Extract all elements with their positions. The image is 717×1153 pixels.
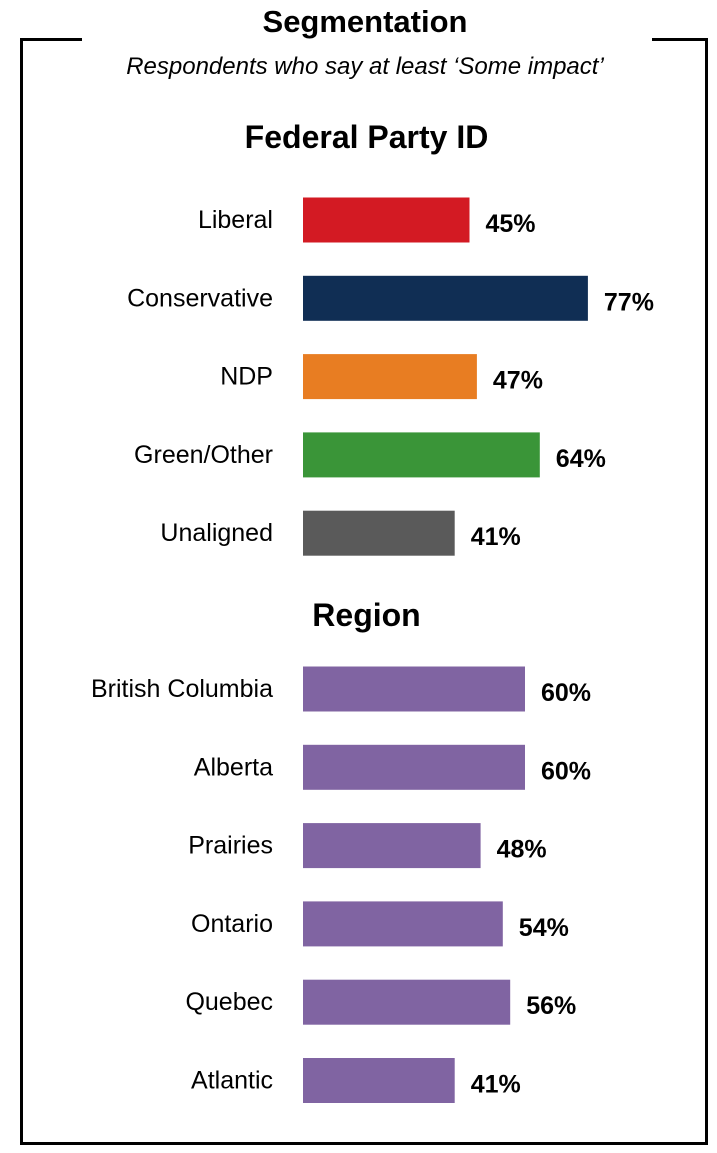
region-category-label-2: Prairies: [188, 832, 273, 860]
region-category-label-0: British Columbia: [91, 675, 273, 703]
region-bar-0: [303, 666, 525, 712]
party-category-label-3: Green/Other: [134, 441, 273, 469]
region-value-label-0: 60%: [541, 679, 591, 707]
party-value-label-3: 64%: [556, 445, 606, 473]
party-bar-2: [303, 354, 477, 400]
page-title: Segmentation: [262, 4, 468, 39]
party-bar-1: [303, 275, 588, 321]
frame-border-top-right: [652, 38, 708, 41]
region-value-label-3: 54%: [519, 914, 569, 942]
region-value-label-5: 41%: [471, 1071, 521, 1099]
region-category-label-5: Atlantic: [191, 1067, 273, 1095]
region-bar-4: [303, 979, 511, 1025]
region-value-label-1: 60%: [541, 757, 591, 785]
party-bar-0: [303, 197, 470, 243]
party-value-label-2: 47%: [493, 367, 543, 395]
frame-border-bottom: [20, 1142, 708, 1145]
page-subtitle: Respondents who say at least ‘Some impac…: [126, 53, 604, 80]
party-bar-4: [303, 510, 455, 556]
party-value-label-4: 41%: [471, 523, 521, 551]
party-bar-chart: Liberal 45% Conservative 77% NDP 47% Green/Oth…: [127, 197, 654, 556]
region-category-label-4: Quebec: [185, 988, 273, 1016]
frame-border-top-left: [20, 38, 82, 41]
party-category-label-4: Unaligned: [160, 519, 273, 547]
party-value-label-1: 77%: [604, 288, 654, 316]
region-value-label-2: 48%: [497, 836, 547, 864]
frame-border-right: [705, 38, 708, 1145]
party-category-label-2: NDP: [220, 363, 273, 391]
region-bar-chart: British Columbia 60% Alberta 60% Prairies 48%…: [91, 666, 591, 1103]
section-title-party: Federal Party ID: [244, 119, 489, 155]
party-bar-3: [303, 432, 540, 478]
region-bar-5: [303, 1058, 455, 1103]
section-title-region: Region: [312, 597, 421, 633]
region-bar-1: [303, 744, 525, 790]
region-category-label-3: Ontario: [191, 910, 273, 938]
region-bar-2: [303, 823, 481, 869]
region-category-label-1: Alberta: [194, 753, 273, 781]
frame-border-left: [20, 38, 23, 1145]
party-value-label-0: 45%: [486, 210, 536, 238]
party-category-label-1: Conservative: [127, 284, 273, 312]
party-category-label-0: Liberal: [198, 206, 273, 234]
region-bar-3: [303, 901, 503, 947]
region-value-label-4: 56%: [526, 992, 576, 1020]
